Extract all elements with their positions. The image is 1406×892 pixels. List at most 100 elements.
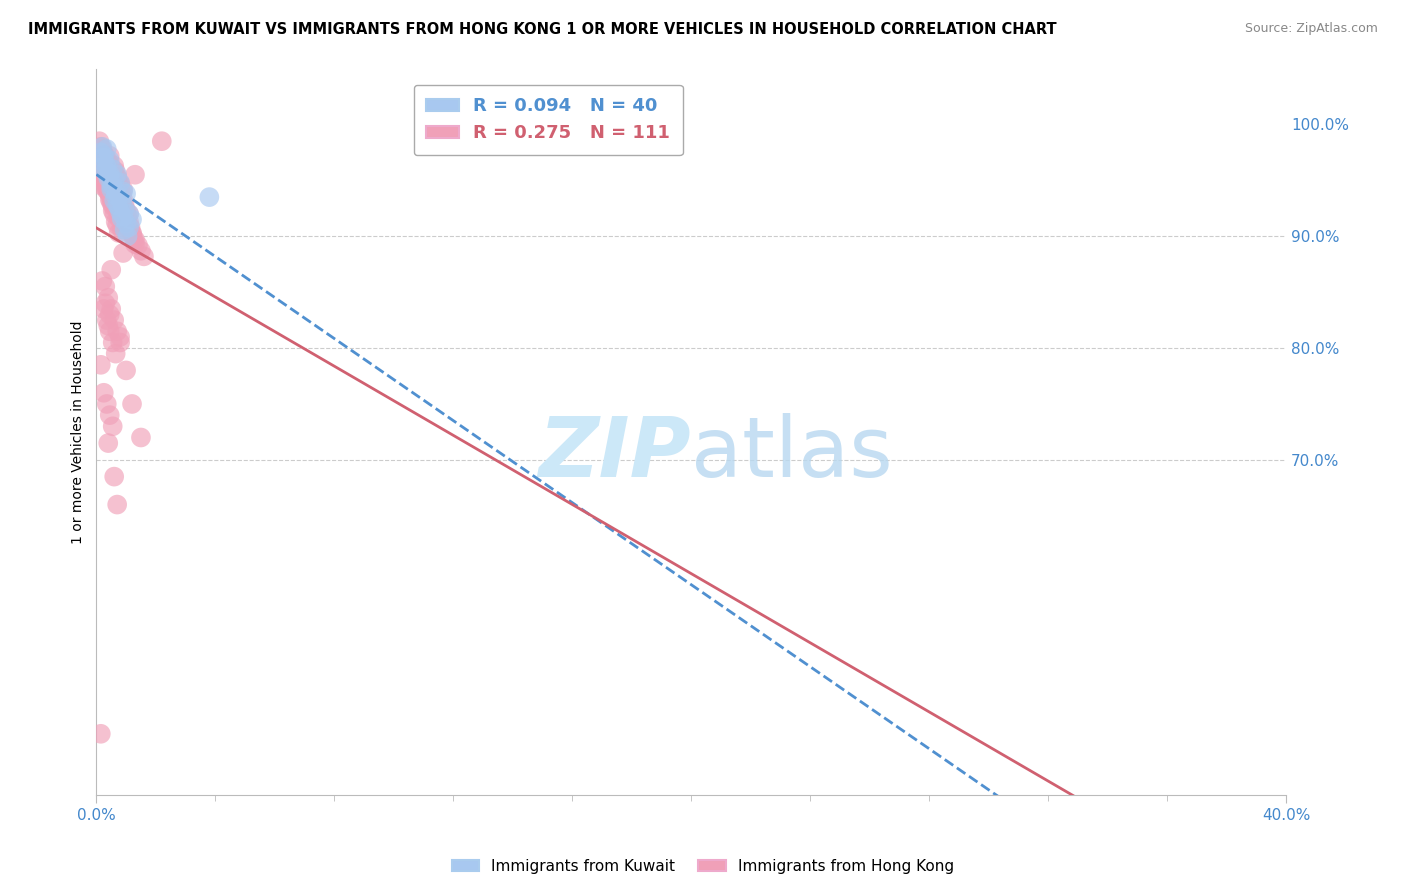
Point bbox=[104, 164, 127, 178]
Point bbox=[96, 183, 118, 197]
Point bbox=[107, 200, 129, 214]
Point bbox=[96, 313, 118, 327]
Point bbox=[114, 222, 136, 236]
Point bbox=[108, 335, 131, 350]
Point bbox=[105, 218, 128, 232]
Point bbox=[94, 169, 117, 184]
Point bbox=[97, 168, 120, 182]
Legend: Immigrants from Kuwait, Immigrants from Hong Kong: Immigrants from Kuwait, Immigrants from … bbox=[446, 853, 960, 880]
Point bbox=[122, 231, 145, 245]
Point bbox=[98, 153, 121, 168]
Point bbox=[90, 145, 112, 160]
Point bbox=[94, 153, 117, 168]
Point bbox=[121, 226, 143, 240]
Point bbox=[98, 149, 121, 163]
Point bbox=[108, 330, 131, 344]
Point bbox=[124, 237, 146, 252]
Point bbox=[98, 308, 121, 322]
Point bbox=[97, 181, 120, 195]
Point bbox=[103, 469, 125, 483]
Point bbox=[98, 192, 121, 206]
Point bbox=[117, 229, 139, 244]
Point bbox=[93, 156, 115, 170]
Point bbox=[112, 209, 135, 223]
Point bbox=[94, 156, 117, 170]
Point bbox=[105, 168, 128, 182]
Point bbox=[93, 301, 115, 316]
Point bbox=[103, 207, 125, 221]
Text: IMMIGRANTS FROM KUWAIT VS IMMIGRANTS FROM HONG KONG 1 OR MORE VEHICLES IN HOUSEH: IMMIGRANTS FROM KUWAIT VS IMMIGRANTS FRO… bbox=[28, 22, 1057, 37]
Point bbox=[100, 301, 122, 316]
Point bbox=[108, 177, 131, 191]
Point bbox=[115, 216, 138, 230]
Point bbox=[118, 221, 141, 235]
Point bbox=[94, 149, 117, 163]
Point bbox=[107, 226, 129, 240]
Point bbox=[101, 203, 124, 218]
Point bbox=[91, 145, 114, 160]
Point bbox=[101, 173, 124, 187]
Point bbox=[94, 296, 117, 310]
Point bbox=[104, 185, 127, 199]
Point bbox=[118, 215, 141, 229]
Point bbox=[90, 140, 112, 154]
Point bbox=[96, 142, 118, 156]
Point bbox=[104, 200, 127, 214]
Point bbox=[93, 151, 115, 165]
Point bbox=[117, 209, 139, 223]
Point bbox=[108, 181, 131, 195]
Text: atlas: atlas bbox=[692, 413, 893, 494]
Point bbox=[94, 164, 117, 178]
Point bbox=[97, 185, 120, 199]
Point bbox=[100, 262, 122, 277]
Point bbox=[94, 169, 117, 183]
Point bbox=[101, 162, 124, 177]
Point bbox=[91, 162, 114, 177]
Point bbox=[91, 142, 114, 156]
Point bbox=[89, 134, 111, 148]
Point bbox=[93, 169, 115, 184]
Point bbox=[105, 169, 128, 184]
Point bbox=[105, 171, 128, 186]
Point bbox=[112, 192, 135, 206]
Point bbox=[101, 189, 124, 203]
Point bbox=[112, 182, 135, 196]
Point bbox=[101, 419, 124, 434]
Point bbox=[104, 346, 127, 360]
Point bbox=[96, 181, 118, 195]
Text: Source: ZipAtlas.com: Source: ZipAtlas.com bbox=[1244, 22, 1378, 36]
Point bbox=[93, 149, 115, 163]
Point bbox=[94, 173, 117, 187]
Point bbox=[101, 199, 124, 213]
Point bbox=[93, 385, 115, 400]
Point bbox=[103, 159, 125, 173]
Point bbox=[107, 176, 129, 190]
Point bbox=[198, 190, 221, 204]
Point bbox=[100, 192, 122, 206]
Point bbox=[121, 227, 143, 241]
Point bbox=[127, 238, 149, 252]
Point bbox=[97, 436, 120, 450]
Point bbox=[115, 203, 138, 218]
Point bbox=[98, 324, 121, 338]
Point bbox=[98, 408, 121, 422]
Point bbox=[100, 168, 122, 182]
Point bbox=[90, 151, 112, 165]
Point bbox=[101, 335, 124, 350]
Point bbox=[100, 160, 122, 174]
Point bbox=[94, 279, 117, 293]
Point bbox=[111, 211, 134, 226]
Point bbox=[118, 207, 141, 221]
Point bbox=[91, 140, 114, 154]
Point bbox=[105, 498, 128, 512]
Point bbox=[93, 174, 115, 188]
Point bbox=[93, 172, 115, 186]
Point bbox=[96, 167, 118, 181]
Point bbox=[115, 216, 138, 230]
Point bbox=[120, 220, 142, 235]
Point bbox=[91, 178, 114, 193]
Point bbox=[114, 202, 136, 216]
Point bbox=[107, 211, 129, 226]
Point bbox=[124, 168, 146, 182]
Point bbox=[100, 195, 122, 210]
